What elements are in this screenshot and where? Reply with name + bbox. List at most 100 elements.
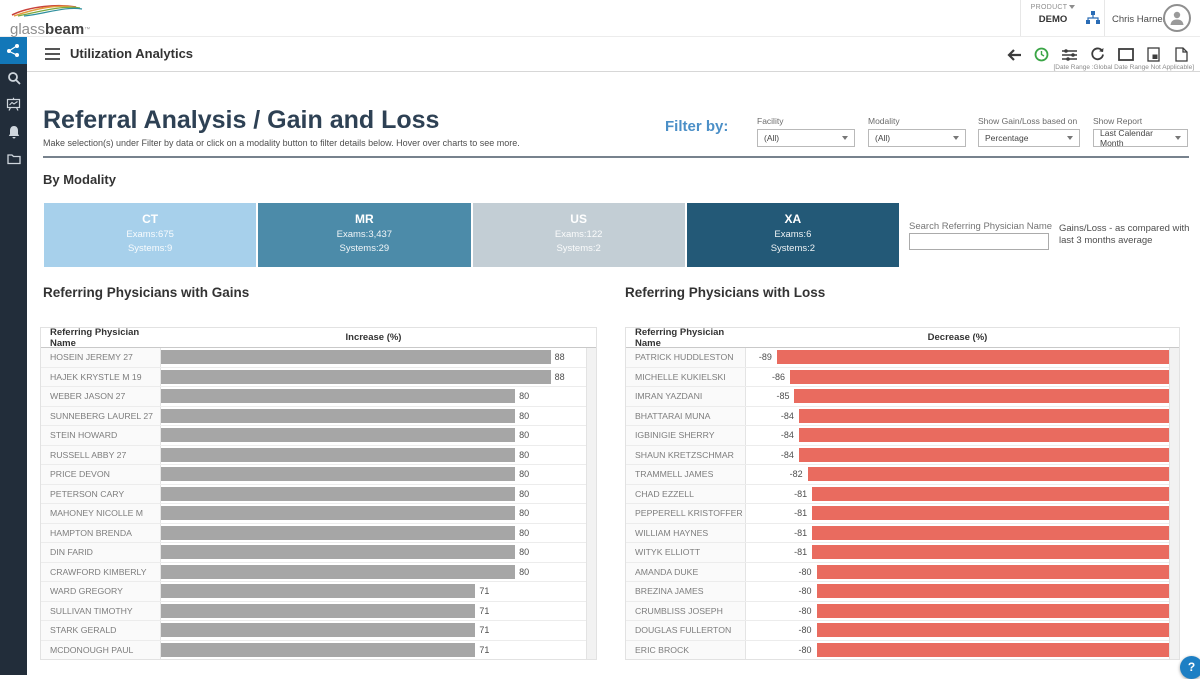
table-row: IMRAN YAZDANI -85 [626,387,1179,407]
bar[interactable] [161,350,551,365]
menu-icon[interactable] [45,48,60,63]
bar[interactable] [161,545,516,560]
bar[interactable] [816,564,1169,579]
user-name[interactable]: Chris Harner [1112,14,1166,25]
column-header-decrease: Decrease (%) [927,332,988,343]
physician-name: PETERSON CARY [41,484,161,503]
bar-value: -80 [798,566,812,577]
product-value: DEMO [1038,14,1068,25]
bar-value: -80 [798,625,812,636]
modality-button-xa[interactable]: XA Exams:6 Systems:2 [686,203,899,267]
bar[interactable] [812,486,1169,501]
sidebar-item-alerts[interactable] [0,118,27,145]
bar[interactable] [161,486,516,501]
gainloss-basis-dropdown[interactable]: Percentage [978,129,1080,147]
bar[interactable] [161,642,476,657]
bar[interactable] [161,623,476,638]
bar[interactable] [161,506,516,521]
show-report-dropdown[interactable]: Last Calendar Month [1093,128,1188,148]
bar[interactable] [807,467,1169,482]
bar[interactable] [812,525,1169,540]
table-row: PETERSON CARY 80 [41,484,596,504]
bar[interactable] [798,408,1169,423]
person-icon [1170,11,1184,25]
filter-label: Facility [757,116,784,126]
bar[interactable] [816,642,1169,657]
table-row: RUSSELL ABBY 27 80 [41,445,596,465]
bar[interactable] [816,623,1169,638]
dropdown-value: Percentage [985,133,1029,143]
modality-button-us[interactable]: US Exams:122 Systems:2 [472,203,685,267]
divider [1020,0,1021,36]
org-chart-icon[interactable] [1085,10,1101,26]
physician-name: MICHELLE KUKIELSKI [626,367,746,386]
filter-gainloss-basis: Show Gain/Loss based on Percentage [978,116,1080,147]
bar[interactable] [812,545,1169,560]
export-image-icon[interactable] [1145,47,1162,62]
sidebar-item-dashboards[interactable] [0,91,27,118]
modality-strip: CT Exams:675 Systems:9 MR Exams:3,437 Sy… [44,203,899,267]
modality-dropdown[interactable]: (All) [868,129,966,147]
bar[interactable] [161,389,516,404]
bar[interactable] [161,584,476,599]
bar-cell: 80 [161,504,596,523]
refresh-icon[interactable] [1089,47,1106,62]
bar[interactable] [161,428,516,443]
loss-table: Referring Physician Name Decrease (%) PA… [625,327,1180,660]
bar[interactable] [798,428,1169,443]
modality-systems: Systems:2 [770,243,816,254]
sidebar-item-search[interactable] [0,64,27,91]
glassbeam-logo[interactable]: glassbeam™ [10,2,90,37]
bar[interactable] [776,350,1169,365]
modality-exams: Exams:6 [774,229,812,240]
filter-sliders-icon[interactable] [1061,47,1078,62]
modality-button-ct[interactable]: CT Exams:675 Systems:9 [44,203,257,267]
bar[interactable] [161,408,516,423]
sidebar-item-files[interactable] [0,145,27,172]
column-header-name: Referring Physician Name [50,326,140,349]
bar[interactable] [794,389,1169,404]
bar[interactable] [161,447,516,462]
logo-glass: glass [10,21,46,38]
facility-dropdown[interactable]: (All) [757,129,855,147]
bar[interactable] [161,603,476,618]
back-arrow-icon[interactable] [1005,47,1022,62]
table-row: SULLIVAN TIMOTHY 71 [41,601,596,621]
gains-loss-note: Gains/Loss - as compared with last 3 mon… [1059,223,1190,247]
network-icon [7,44,19,57]
physician-name: CRUMBLISS JOSEPH [626,601,746,620]
bar-value: 71 [479,586,490,597]
help-button[interactable]: ? [1180,656,1200,679]
bar-value: -81 [794,547,808,558]
bar[interactable] [812,506,1169,521]
sidebar-item-analytics[interactable] [0,37,27,64]
bar[interactable] [798,447,1169,462]
search-input[interactable] [909,233,1049,250]
bar[interactable] [816,603,1169,618]
table-row: PATRICK HUDDLESTON -89 [626,348,1179,368]
bar-cell: 80 [161,485,596,504]
page-subtitle: Make selection(s) under Filter by data o… [43,138,520,148]
scrollbar[interactable] [1169,348,1179,659]
avatar[interactable] [1163,4,1191,32]
product-selector[interactable]: PRODUCT DEMO [1028,4,1078,25]
window-icon[interactable] [1117,47,1134,62]
history-clock-icon[interactable] [1033,47,1050,62]
bar[interactable] [790,369,1169,384]
filter-label: Show Report [1093,116,1143,126]
bar[interactable] [816,584,1169,599]
modality-button-mr[interactable]: MR Exams:3,437 Systems:29 [258,203,471,267]
bar-cell: 80 [161,465,596,484]
scrollbar[interactable] [586,348,596,659]
bar[interactable] [161,525,516,540]
table-header: Referring Physician Name Decrease (%) [626,327,1179,349]
caret-down-icon [1175,136,1181,140]
bar[interactable] [161,369,551,384]
loss-table-body: PATRICK HUDDLESTON -89 MICHELLE KUKIELSKI -… [626,348,1179,659]
dropdown-value: (All) [764,133,780,143]
table-row: MICHELLE KUKIELSKI -86 [626,367,1179,387]
bar-cell: -81 [746,543,1179,562]
bar[interactable] [161,467,516,482]
export-pdf-icon[interactable] [1173,47,1190,62]
bar[interactable] [161,564,516,579]
